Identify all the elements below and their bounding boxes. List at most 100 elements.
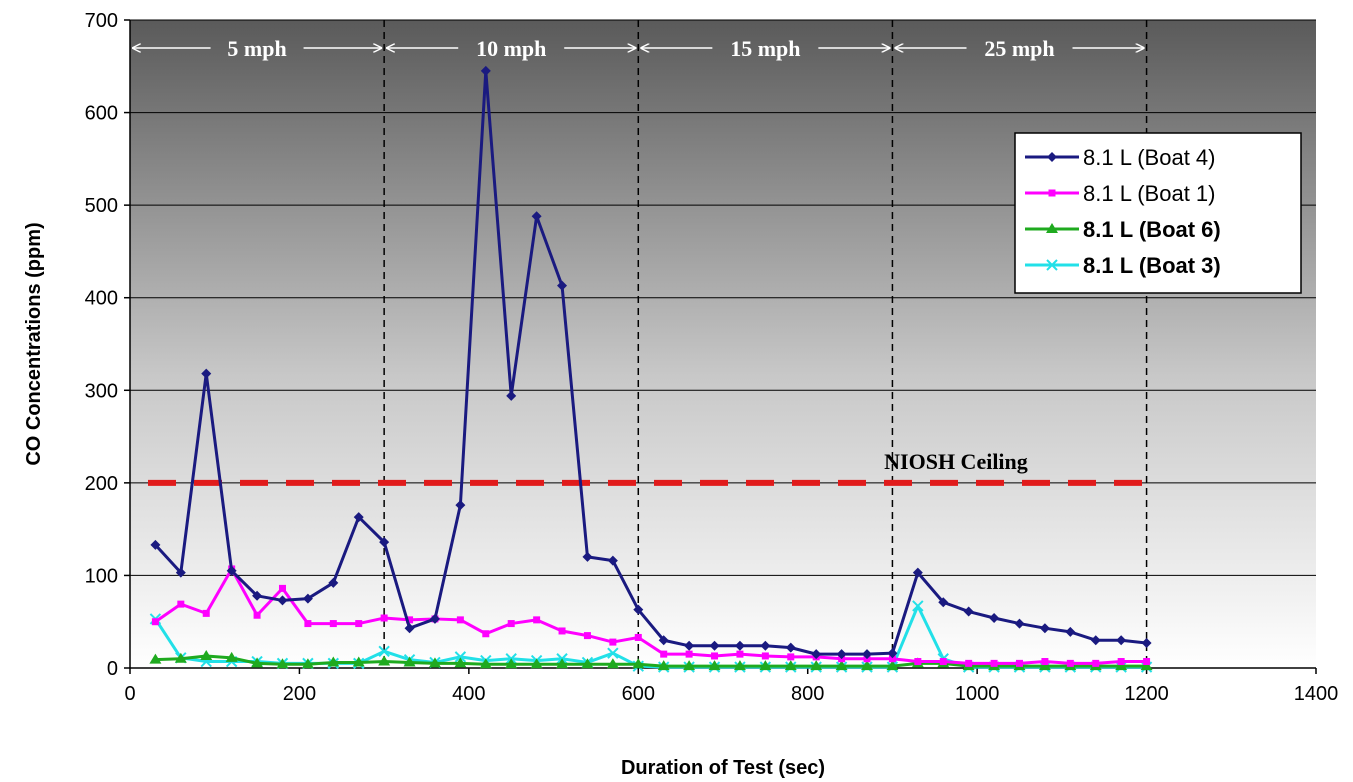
point-1-1 <box>177 600 185 608</box>
point-1-14 <box>507 620 515 628</box>
legend-label-3: 8.1 L (Boat 3) <box>1083 253 1221 278</box>
legend-item-1: 8.1 L (Boat 1) <box>1025 181 1215 206</box>
point-0-25 <box>785 642 796 653</box>
niosh-ceiling: NIOSH Ceiling <box>148 449 1147 486</box>
point-2-29 <box>886 660 899 671</box>
point-0-7 <box>328 577 339 588</box>
legend-label-0: 8.1 L (Boat 4) <box>1083 145 1215 170</box>
point-0-0 <box>150 539 161 550</box>
point-0-11 <box>429 613 440 624</box>
point-2-17 <box>581 658 594 669</box>
plot-background <box>130 20 1316 668</box>
x-tick-label-0: 0 <box>124 683 135 705</box>
point-1-12 <box>456 616 464 624</box>
point-1-24 <box>761 652 769 660</box>
legend-marker-3 <box>1046 259 1058 271</box>
series-lines <box>149 65 1153 673</box>
point-2-25 <box>784 660 797 671</box>
point-0-37 <box>1090 635 1101 646</box>
y-tick-label-400: 400 <box>85 288 118 310</box>
point-1-36 <box>1066 659 1074 667</box>
point-0-27 <box>836 649 847 660</box>
point-2-12 <box>454 657 467 668</box>
point-0-21 <box>684 640 695 651</box>
point-3-12 <box>454 651 467 663</box>
point-1-17 <box>583 632 591 640</box>
point-1-6 <box>304 620 312 628</box>
y-tick-label-200: 200 <box>85 473 118 495</box>
point-0-20 <box>658 635 669 646</box>
point-2-39 <box>1140 660 1153 671</box>
point-1-4 <box>253 611 261 619</box>
point-0-12 <box>455 500 466 511</box>
point-0-23 <box>734 640 745 651</box>
point-1-16 <box>558 627 566 635</box>
point-0-10 <box>404 623 415 634</box>
legend-item-0: 8.1 L (Boat 4) <box>1025 145 1215 170</box>
point-0-33 <box>989 613 1000 624</box>
point-1-37 <box>1092 659 1100 667</box>
point-1-25 <box>787 653 795 661</box>
point-2-38 <box>1115 660 1128 671</box>
point-0-35 <box>1039 623 1050 634</box>
y-tick-label-100: 100 <box>85 565 118 587</box>
x-tick-label-800: 800 <box>791 683 824 705</box>
point-1-29 <box>888 655 896 663</box>
ceiling-label: NIOSH Ceiling <box>884 449 1028 474</box>
point-1-10 <box>406 616 414 624</box>
series-line-1 <box>154 567 1147 665</box>
point-2-0 <box>149 653 162 664</box>
point-1-31 <box>939 658 947 666</box>
point-3-30 <box>912 600 924 612</box>
point-2-9 <box>378 655 391 666</box>
point-2-7 <box>327 656 340 667</box>
point-1-39 <box>1143 658 1151 666</box>
point-1-15 <box>533 616 541 624</box>
x-tick-label-400: 400 <box>452 683 485 705</box>
point-2-27 <box>835 660 848 671</box>
point-1-33 <box>990 659 998 667</box>
x-tick-label-1000: 1000 <box>955 683 1000 705</box>
speed-label-3: 25 mph <box>984 36 1054 61</box>
legend-marker-1 <box>1048 189 1056 197</box>
point-1-8 <box>355 620 363 628</box>
series-line-2 <box>155 654 1147 668</box>
point-0-1 <box>175 567 186 578</box>
y-tick-label-0: 0 <box>107 658 118 680</box>
point-0-28 <box>862 649 873 660</box>
point-0-14 <box>506 390 517 401</box>
point-1-2 <box>202 609 210 617</box>
y-tick-label-500: 500 <box>85 195 118 217</box>
point-1-0 <box>151 618 159 626</box>
legend-label-2: 8.1 L (Boat 6) <box>1083 217 1221 242</box>
point-1-18 <box>609 638 617 646</box>
point-2-14 <box>505 658 518 669</box>
point-2-15 <box>530 658 543 669</box>
point-0-9 <box>379 537 390 548</box>
point-2-24 <box>759 660 772 671</box>
tick-labels: 0 100 200 300 400 500 600 700 0 200 400 600 800 1000 1… <box>85 10 1339 705</box>
point-0-6 <box>302 593 313 604</box>
point-0-2 <box>201 368 212 379</box>
point-2-28 <box>861 660 874 671</box>
legend-item-3: 8.1 L (Boat 3) <box>1025 253 1221 278</box>
point-2-21 <box>683 660 696 671</box>
point-0-29 <box>887 648 898 659</box>
x-tick-label-200: 200 <box>283 683 316 705</box>
series-2 <box>149 649 1153 671</box>
legend: 8.1 L (Boat 4) 8.1 L (Boat 1) 8.1 L (Boat … <box>1014 132 1302 294</box>
point-1-5 <box>278 584 286 592</box>
point-2-3 <box>225 651 238 662</box>
x-tick-label-1400: 1400 <box>1294 683 1339 705</box>
speed-segment-0: 5 mph <box>132 36 383 61</box>
speed-segment-labels: 5 mph 10 mph 15 mph 25 mph <box>132 36 1145 61</box>
point-0-39 <box>1141 638 1152 649</box>
point-0-30 <box>912 567 923 578</box>
x-tick-label-1200: 1200 <box>1124 683 1169 705</box>
point-0-5 <box>277 595 288 606</box>
point-0-26 <box>811 649 822 660</box>
point-3-18 <box>607 647 619 659</box>
point-0-38 <box>1116 635 1127 646</box>
series-1 <box>151 565 1151 667</box>
legend-marker-2 <box>1046 223 1058 233</box>
